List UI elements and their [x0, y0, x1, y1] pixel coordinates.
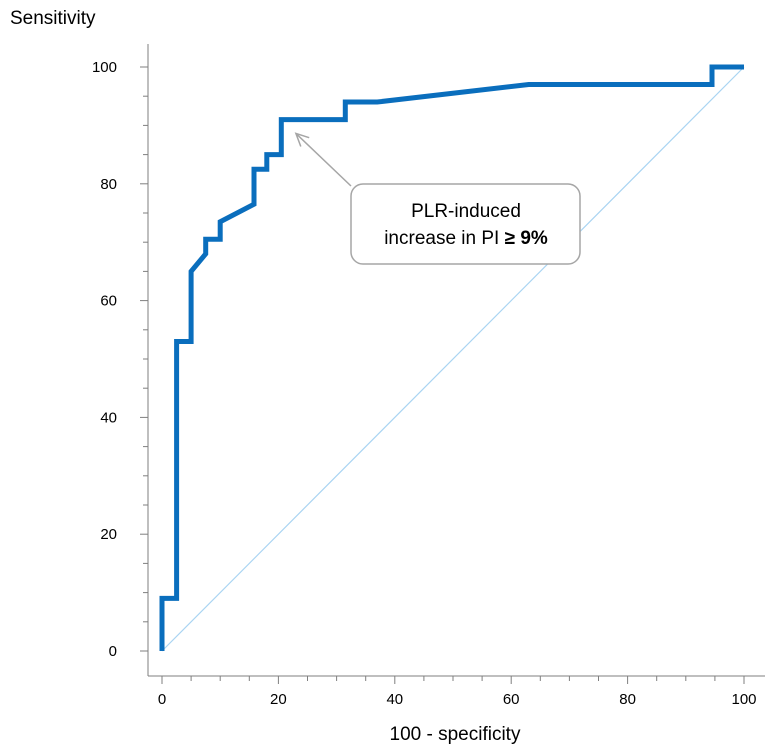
- annotation-line-2: increase in PI ≥ 9%: [384, 228, 548, 249]
- axes: [147, 44, 765, 677]
- x-tick-label: 20: [270, 691, 287, 708]
- x-tick-label: 80: [619, 691, 636, 708]
- x-axis-title: 100 - specificity: [390, 724, 521, 745]
- annotation-callout: PLR-induced increase in PI ≥ 9%: [294, 132, 581, 265]
- y-tick-label: 60: [100, 293, 117, 310]
- annotation-arrow: [294, 132, 352, 187]
- y-tick-label: 80: [100, 176, 117, 193]
- annotation-line-2-text: increase in PI: [384, 228, 504, 249]
- series-group: [159, 64, 745, 652]
- x-tick-label: 40: [386, 691, 403, 708]
- y-axis-title: Sensitivity: [10, 8, 96, 29]
- x-tick-label: 0: [158, 691, 166, 708]
- ticks: [140, 66, 745, 684]
- annotation-box: [350, 183, 581, 265]
- y-tick-label: 40: [100, 409, 117, 426]
- y-tick-label: 0: [109, 643, 117, 660]
- annotation-threshold: ≥ 9%: [505, 228, 548, 249]
- reference-diagonal: [161, 66, 745, 652]
- annotation-line-1: PLR-induced: [411, 201, 521, 222]
- y-tick-label: 100: [92, 59, 117, 76]
- y-tick-label: 20: [100, 526, 117, 543]
- roc-curve: [159, 64, 744, 651]
- tick-labels: 0 20 40 60 80 100 0 20 40 60 80 100: [92, 59, 757, 708]
- x-tick-label: 100: [731, 691, 756, 708]
- x-tick-label: 60: [503, 691, 520, 708]
